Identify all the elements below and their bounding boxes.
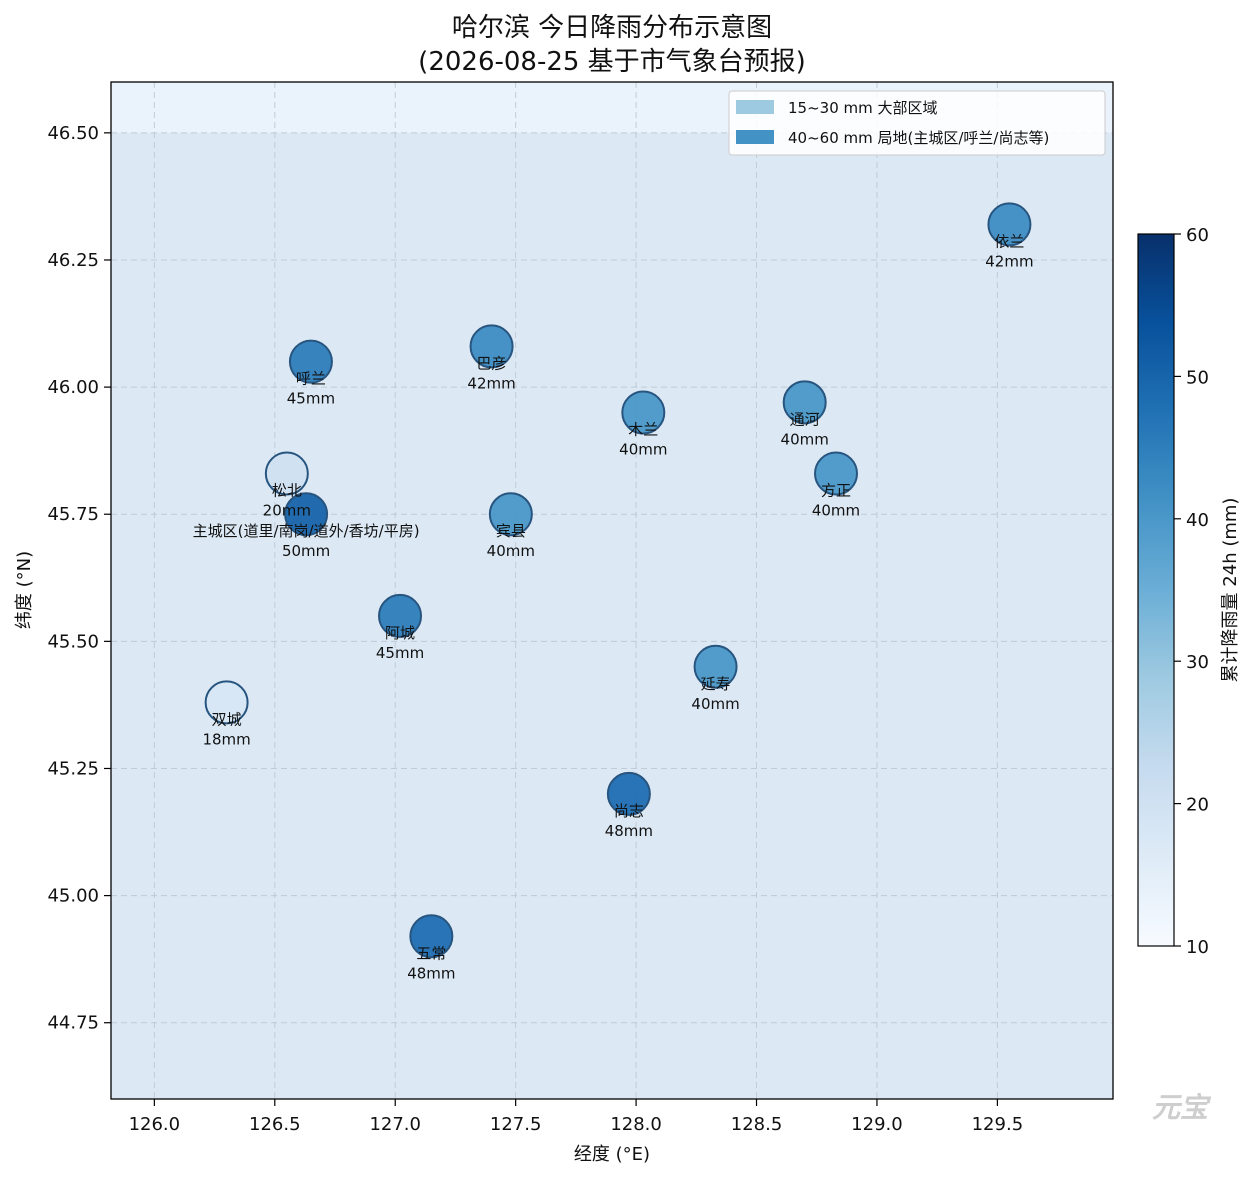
station-value-label: 40mm bbox=[691, 695, 739, 713]
station-value-label: 20mm bbox=[263, 502, 311, 520]
station-value-label: 45mm bbox=[287, 390, 335, 408]
station-marker bbox=[693, 644, 738, 689]
station-value-label: 40mm bbox=[487, 542, 535, 560]
colorbar-ticks: 10 20 30 40 50 60 bbox=[1174, 225, 1209, 958]
station-value-label: 48mm bbox=[407, 964, 455, 982]
y-tick-label: 46.50 bbox=[47, 123, 99, 144]
plot-background bbox=[111, 82, 1113, 1100]
station-name-label: 松北 bbox=[272, 482, 302, 500]
y-tick-label: 45.25 bbox=[47, 758, 99, 779]
station-name-label: 通河 bbox=[790, 410, 820, 428]
chart-title-line-2: (2026-08-25 基于市气象台预报) bbox=[418, 47, 806, 77]
x-tick-label: 128.5 bbox=[731, 1114, 783, 1135]
legend: 15~30 mm 大部区域 40~60 mm 局地(主城区/呼兰/尚志等) bbox=[728, 90, 1106, 156]
legend-swatch-heavy bbox=[736, 130, 774, 144]
grid-lines bbox=[111, 82, 1113, 1099]
y-tick-label: 44.75 bbox=[47, 1013, 99, 1034]
station-marker bbox=[606, 771, 651, 816]
chart-title: 哈尔滨 今日降雨分布示意图 (2026-08-25 基于市气象台预报) bbox=[418, 13, 806, 77]
station-name-label: 依兰 bbox=[994, 232, 1024, 250]
legend-box bbox=[728, 90, 1106, 156]
colorbar-tick-label: 50 bbox=[1186, 367, 1209, 388]
station-value-label: 40mm bbox=[619, 441, 667, 459]
station-name-label: 木兰 bbox=[628, 421, 658, 439]
station-marker bbox=[378, 593, 423, 638]
station-marker bbox=[987, 202, 1032, 247]
legend-swatch-light bbox=[736, 100, 774, 114]
y-tick-label: 45.00 bbox=[47, 886, 99, 907]
x-tick-label: 127.0 bbox=[369, 1114, 421, 1135]
station-name-label: 阿城 bbox=[385, 624, 415, 642]
station-marker bbox=[409, 914, 454, 959]
station-name-label: 主城区(道里/南岗/道外/香坊/平房) bbox=[193, 522, 420, 540]
station-name-label: 宾县 bbox=[496, 522, 526, 540]
station-value-label: 48mm bbox=[605, 822, 653, 840]
x-tick-label: 126.5 bbox=[249, 1114, 301, 1135]
station-name-label: 巴彦 bbox=[477, 354, 507, 372]
x-tick-label: 129.5 bbox=[972, 1114, 1024, 1135]
y-tick-label: 46.00 bbox=[47, 377, 99, 398]
station-value-label: 40mm bbox=[812, 502, 860, 520]
station-name-label: 五常 bbox=[416, 944, 446, 962]
x-axis-ticks: 126.0 126.5 127.0 127.5 128.0 128.5 129.0 129.5 bbox=[129, 1099, 1024, 1135]
x-tick-label: 127.5 bbox=[490, 1114, 542, 1135]
y-axis-ticks: 44.75 45.00 45.25 45.50 45.75 46.00 46.25 46.50 bbox=[47, 123, 111, 1034]
legend-label-heavy: 40~60 mm 局地(主城区/呼兰/尚志等) bbox=[788, 129, 1049, 147]
station-name-label: 方正 bbox=[821, 482, 851, 500]
x-axis-label: 经度 (°E) bbox=[574, 1144, 650, 1165]
station-name-label: 尚志 bbox=[614, 802, 644, 820]
station-value-label: 40mm bbox=[781, 430, 829, 448]
y-tick-label: 45.50 bbox=[47, 631, 99, 652]
station-value-label: 18mm bbox=[202, 730, 250, 748]
colorbar-label: 累计降雨量 24h (mm) bbox=[1220, 498, 1241, 683]
station-labels: 依兰 42mm 呼兰 45mm 巴彦 42mm 木兰 40mm 通河 40mm 松北 20mm 方正 40… bbox=[193, 232, 1034, 982]
station-markers bbox=[204, 202, 1032, 959]
rainfall-region-band bbox=[111, 132, 1113, 1100]
y-axis-label: 纬度 (°N) bbox=[14, 551, 35, 629]
station-name-label: 延寿 bbox=[701, 675, 731, 693]
station-marker bbox=[488, 492, 533, 537]
station-name-label: 呼兰 bbox=[296, 370, 326, 388]
station-value-label: 45mm bbox=[376, 644, 424, 662]
station-marker bbox=[621, 390, 666, 435]
station-marker bbox=[264, 451, 309, 496]
chart-title-line-1: 哈尔滨 今日降雨分布示意图 bbox=[452, 13, 772, 43]
colorbar-gradient bbox=[1137, 233, 1175, 947]
station-marker bbox=[814, 451, 859, 496]
station-marker bbox=[288, 339, 333, 384]
colorbar-tick-label: 20 bbox=[1186, 795, 1209, 816]
station-name-label: 双城 bbox=[212, 710, 242, 728]
colorbar-tick-label: 30 bbox=[1186, 652, 1209, 673]
station-marker bbox=[204, 680, 249, 725]
station-value-label: 42mm bbox=[467, 374, 515, 392]
watermark: 元宝 bbox=[1152, 1091, 1212, 1124]
colorbar-tick-label: 40 bbox=[1186, 510, 1209, 531]
station-value-label: 42mm bbox=[985, 252, 1033, 270]
legend-label-light: 15~30 mm 大部区域 bbox=[788, 99, 938, 117]
station-value-label: 50mm bbox=[282, 542, 330, 560]
colorbar-tick-label: 10 bbox=[1186, 937, 1209, 958]
y-tick-label: 46.25 bbox=[47, 250, 99, 271]
colorbar: 10 20 30 40 50 60 累计降雨量 24h (mm) bbox=[1137, 225, 1241, 958]
y-tick-label: 45.75 bbox=[47, 504, 99, 525]
plot-frame bbox=[110, 81, 1114, 1100]
x-tick-label: 129.0 bbox=[851, 1114, 903, 1135]
station-marker bbox=[284, 492, 329, 537]
x-tick-label: 126.0 bbox=[129, 1114, 181, 1135]
x-tick-label: 128.0 bbox=[610, 1114, 662, 1135]
colorbar-tick-label: 60 bbox=[1186, 225, 1209, 246]
station-marker bbox=[469, 324, 514, 369]
station-marker bbox=[782, 380, 827, 425]
